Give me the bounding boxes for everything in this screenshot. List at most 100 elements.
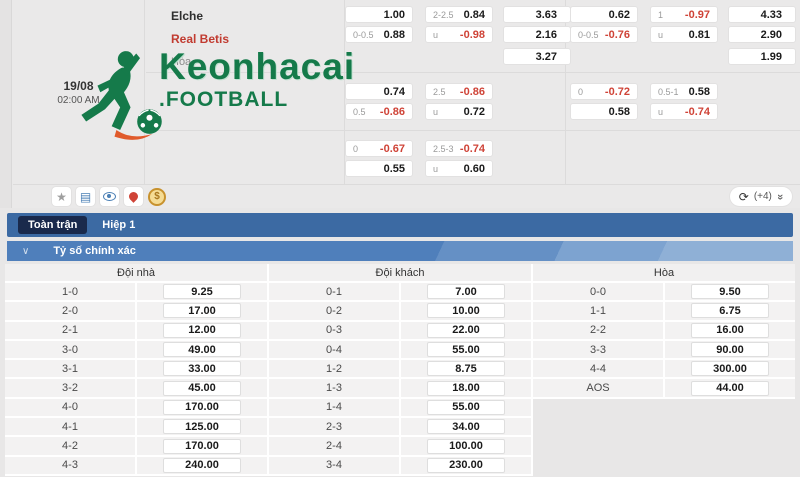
odds-button-hdp-home[interactable]: 0 -0.67 [345,140,413,157]
score-odd-cell: 90.00 [665,340,795,359]
score-odd-cell: 18.00 [401,379,531,397]
odds-button-over[interactable]: 2.5 -0.86 [425,83,493,100]
score-odd-cell: 17.00 [137,302,267,320]
score-odd-cell: 34.00 [401,418,531,436]
score-odds-button[interactable]: 90.00 [691,342,769,358]
score-row: 0-3 22.00 [269,321,531,341]
score-odds-button[interactable]: 45.00 [163,380,241,396]
score-row: 1-4 55.00 [269,398,531,419]
score-odds-button[interactable]: 6.75 [691,303,769,319]
score-odds-button[interactable]: 240.00 [163,457,241,473]
score-odd-cell: 33.00 [137,360,267,378]
score-odds-button[interactable]: 49.00 [163,342,241,358]
odds-button-1x2[interactable]: 3.63 [503,6,571,23]
score-odds-button[interactable]: 33.00 [163,361,241,377]
score-odds-button[interactable]: 7.00 [427,284,505,300]
odds-button-hdp-home[interactable]: 1.00 [345,6,413,23]
odds-button-1x2[interactable]: 2.16 [503,26,571,43]
score-row: 0-2 10.00 [269,302,531,322]
odds-button-1x2[interactable]: 1.99 [728,48,796,65]
odds-button-hdp-home[interactable]: 0.62 [570,6,638,23]
teams-column: Elche Real Betis Hòa [146,0,345,184]
score-odds-button[interactable]: 8.75 [427,361,505,377]
score-odds-button[interactable]: 170.00 [163,399,241,415]
score-row: 4-1 125.00 [5,418,267,438]
odds-button-hdp-home[interactable]: 0.74 [345,83,413,100]
correct-score-table: Đội nhà 1-0 9.25 2-0 17.00 2-1 12.00 3-0 49.00 3… [5,264,795,476]
score-label: 0-3 [269,321,401,339]
score-group-draw: Hòa 0-0 9.50 1-1 6.75 2-2 16.00 3-3 90.00 4-4 300… [533,264,795,476]
odds-button-over[interactable]: 2-2.5 0.84 [425,6,493,23]
odds-button-1x2[interactable]: 2.90 [728,26,796,43]
score-label: 2-3 [269,418,401,436]
odds-button-over[interactable]: 2.5-3 -0.74 [425,140,493,157]
favorite-button[interactable]: ★ [52,187,71,206]
score-row: 2-4 100.00 [269,437,531,457]
odds-button-hdp-home[interactable]: 0 -0.72 [570,83,638,100]
score-row: 4-2 170.00 [5,437,267,457]
score-row: 3-2 45.00 [5,379,267,399]
odds-button-under[interactable]: u -0.74 [650,103,718,120]
score-odd-cell: 9.50 [665,283,795,301]
score-odd-cell: 230.00 [401,456,531,474]
section-title: Tỷ số chính xác [53,245,136,257]
score-odds-button[interactable]: 100.00 [427,438,505,454]
score-odds-button[interactable]: 9.50 [691,284,769,300]
score-odds-button[interactable]: 170.00 [163,438,241,454]
chevron-down-icon: ∨ [22,245,30,257]
left-gutter [0,0,12,208]
score-odds-button[interactable]: 10.00 [427,303,505,319]
odds-button-1x2[interactable]: 3.27 [503,48,571,65]
odds-button-under[interactable]: u 0.72 [425,103,493,120]
score-odds-button[interactable]: 230.00 [427,457,505,473]
score-odds-button[interactable]: 55.00 [427,342,505,358]
score-odd-cell: 7.00 [401,283,531,301]
odds-button-hdp-away[interactable]: 0.55 [345,160,413,177]
score-label: 1-3 [269,379,401,397]
odds-button-hdp-away[interactable]: 0.58 [570,103,638,120]
score-odd-cell: 44.00 [665,379,795,397]
score-odds-button[interactable]: 16.00 [691,322,769,338]
odds-button-under[interactable]: u 0.60 [425,160,493,177]
score-odds-button[interactable]: 34.00 [427,419,505,435]
score-odds-button[interactable]: 22.00 [427,322,505,338]
column-header: Đội khách [269,264,531,283]
score-label: 4-1 [5,418,137,436]
score-odds-button[interactable]: 55.00 [427,399,505,415]
score-label: 3-2 [5,379,137,397]
odds-button-under[interactable]: u -0.98 [425,26,493,43]
flame-icon [127,190,140,203]
score-odds-button[interactable]: 17.00 [163,303,241,319]
score-odds-button[interactable]: 125.00 [163,419,241,435]
odds-button-over[interactable]: 1 -0.97 [650,6,718,23]
odds-button-hdp-away[interactable]: 0-0.5 -0.76 [570,26,638,43]
odds-button-under[interactable]: u 0.81 [650,26,718,43]
score-odds-button[interactable]: 44.00 [691,380,769,396]
score-odds-button[interactable]: 300.00 [691,361,769,377]
score-odd-cell: 9.25 [137,283,267,301]
score-label: 3-3 [533,340,665,359]
coin-icon[interactable]: $ [148,187,166,206]
score-row: 0-0 9.50 [533,283,795,303]
odds-button-1x2[interactable]: 4.33 [728,6,796,23]
score-label: 1-4 [269,398,401,417]
section-header-correct-score[interactable]: ∨ Tỷ số chính xác [7,241,793,261]
odds-button-hdp-away[interactable]: 0-0.5 0.88 [345,26,413,43]
score-row: 3-0 49.00 [5,340,267,361]
watch-button[interactable] [100,187,119,206]
hot-button[interactable] [124,187,143,206]
away-team-name[interactable]: Real Betis [171,32,230,46]
score-odds-button[interactable]: 9.25 [163,284,241,300]
more-bookmakers-button[interactable]: ⟳ (+4) » [729,187,792,206]
correct-score-panel: Toàn trận Hiệp 1 ∨ Tỷ số chính xác Đội n… [0,213,800,476]
score-rows-draw: 0-0 9.50 1-1 6.75 2-2 16.00 3-3 90.00 4-4 300.00 A… [533,283,795,399]
score-odds-button[interactable]: 12.00 [163,322,241,338]
tab-full-time[interactable]: Toàn trận [18,216,88,234]
score-row: 2-2 16.00 [533,321,795,341]
home-team-name[interactable]: Elche [171,9,204,23]
odds-button-hdp-away[interactable]: 0.5 -0.86 [345,103,413,120]
tab-first-half[interactable]: Hiệp 1 [102,219,136,231]
stats-button[interactable]: ▤ [76,187,95,206]
odds-button-over[interactable]: 0.5-1 0.58 [650,83,718,100]
score-odds-button[interactable]: 18.00 [427,380,505,396]
